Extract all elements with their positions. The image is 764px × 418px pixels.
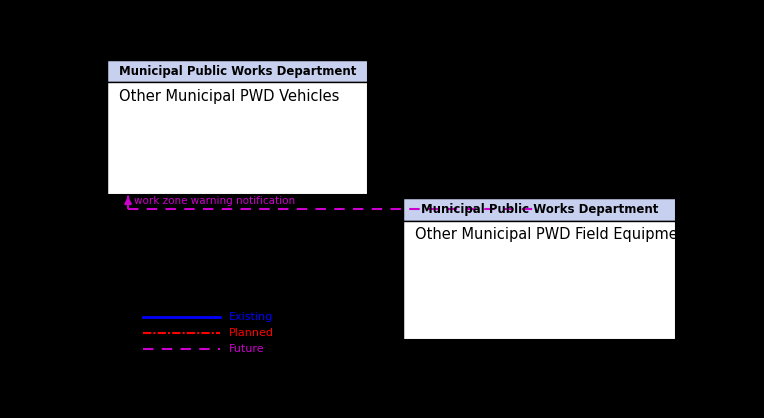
Bar [107,60,368,195]
Text: Municipal Public Works Department: Municipal Public Works Department [421,203,659,216]
Text: Existing: Existing [228,312,273,322]
Text: Other Municipal PWD Vehicles: Other Municipal PWD Vehicles [119,89,339,104]
Text: Future: Future [228,344,264,354]
Text: work zone warning notification: work zone warning notification [134,196,295,206]
Bar [403,198,676,340]
Text: Municipal Public Works Department: Municipal Public Works Department [119,64,356,78]
Bar [107,82,368,195]
Text: Other Municipal PWD Field Equipment: Other Municipal PWD Field Equipment [416,227,693,242]
Text: Planned: Planned [228,329,274,339]
Bar [107,60,368,82]
Bar [403,198,676,221]
Bar [403,221,676,340]
